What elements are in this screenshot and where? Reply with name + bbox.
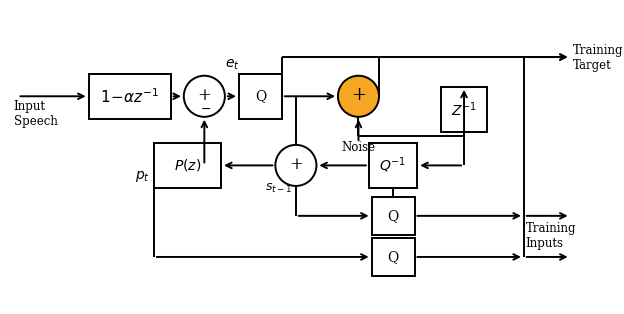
Bar (371, 197, 414, 235)
Text: $-$: $-$ (200, 102, 211, 115)
Text: Noise: Noise (341, 141, 376, 154)
Text: Training
Target: Training Target (572, 44, 623, 72)
Bar (371, 238, 414, 276)
Bar (89, 74, 171, 119)
Circle shape (275, 145, 316, 186)
Text: +: + (351, 86, 366, 104)
Text: $P(z)$: $P(z)$ (174, 157, 201, 173)
Bar (239, 74, 282, 119)
Text: $1\!-\!\alpha z^{-1}$: $1\!-\!\alpha z^{-1}$ (100, 87, 159, 106)
Bar (154, 143, 221, 188)
Bar (369, 143, 417, 188)
Text: Q: Q (255, 89, 266, 103)
Text: $Z^{-1}$: $Z^{-1}$ (451, 100, 477, 119)
Text: $s_{t-1}$: $s_{t-1}$ (265, 182, 292, 195)
Text: Q: Q (388, 209, 399, 223)
Text: $Q^{-1}$: $Q^{-1}$ (379, 156, 407, 175)
Text: Training
Inputs: Training Inputs (525, 222, 576, 250)
Bar (441, 87, 487, 132)
Text: Input
Speech: Input Speech (14, 100, 57, 128)
Text: Q: Q (388, 250, 399, 264)
Text: +: + (289, 156, 303, 173)
Circle shape (338, 76, 379, 117)
Text: $p_t$: $p_t$ (135, 169, 150, 184)
Text: +: + (197, 87, 212, 104)
Circle shape (184, 76, 225, 117)
Text: $e_t$: $e_t$ (225, 57, 239, 72)
